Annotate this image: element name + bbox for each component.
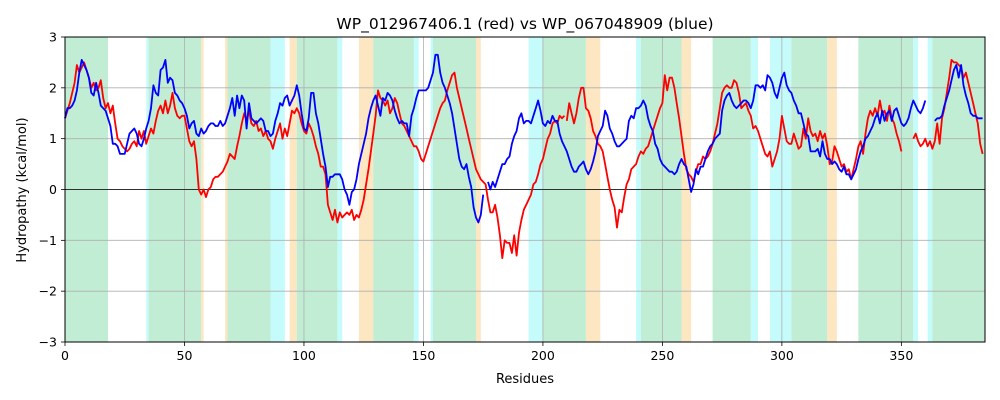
y-tick-label-5: 2	[49, 80, 57, 95]
x-tick-label-6: 300	[770, 348, 794, 363]
series-0-line-segment-2	[912, 59, 984, 155]
y-tick-label-3: 0	[49, 182, 57, 197]
x-axis-ticks: 0 50 100 150 200 250 300 350	[61, 342, 913, 363]
x-tick-label-3: 150	[412, 348, 436, 363]
y-tick-label-2: −1	[39, 233, 57, 248]
y-tick-label-4: 1	[49, 131, 57, 146]
series-1-line-segment-0	[64, 53, 485, 224]
series-0-line-segment-0	[64, 61, 566, 259]
x-tick-label-1: 50	[177, 348, 193, 363]
y-axis-label: Hydropathy (kcal/mol)	[15, 117, 30, 262]
y-tick-label-6: 3	[49, 30, 57, 45]
y-tick-label-1: −2	[39, 284, 57, 299]
x-tick-label-4: 200	[531, 348, 555, 363]
x-axis-label: Residues	[496, 372, 554, 387]
x-tick-label-7: 350	[889, 348, 913, 363]
x-tick-label-0: 0	[61, 348, 69, 363]
series-layer	[64, 53, 984, 259]
series-1-line-segment-2	[934, 64, 983, 122]
series-1-line-segment-1	[487, 71, 927, 193]
y-tick-label-0: −3	[39, 335, 57, 350]
y-axis-ticks: −3 −2 −1 0 1 2 3	[39, 30, 65, 350]
chart-title: WP_012967406.1 (red) vs WP_067048909 (bl…	[336, 15, 713, 34]
x-tick-label-2: 100	[292, 348, 316, 363]
x-tick-label-5: 250	[650, 348, 674, 363]
